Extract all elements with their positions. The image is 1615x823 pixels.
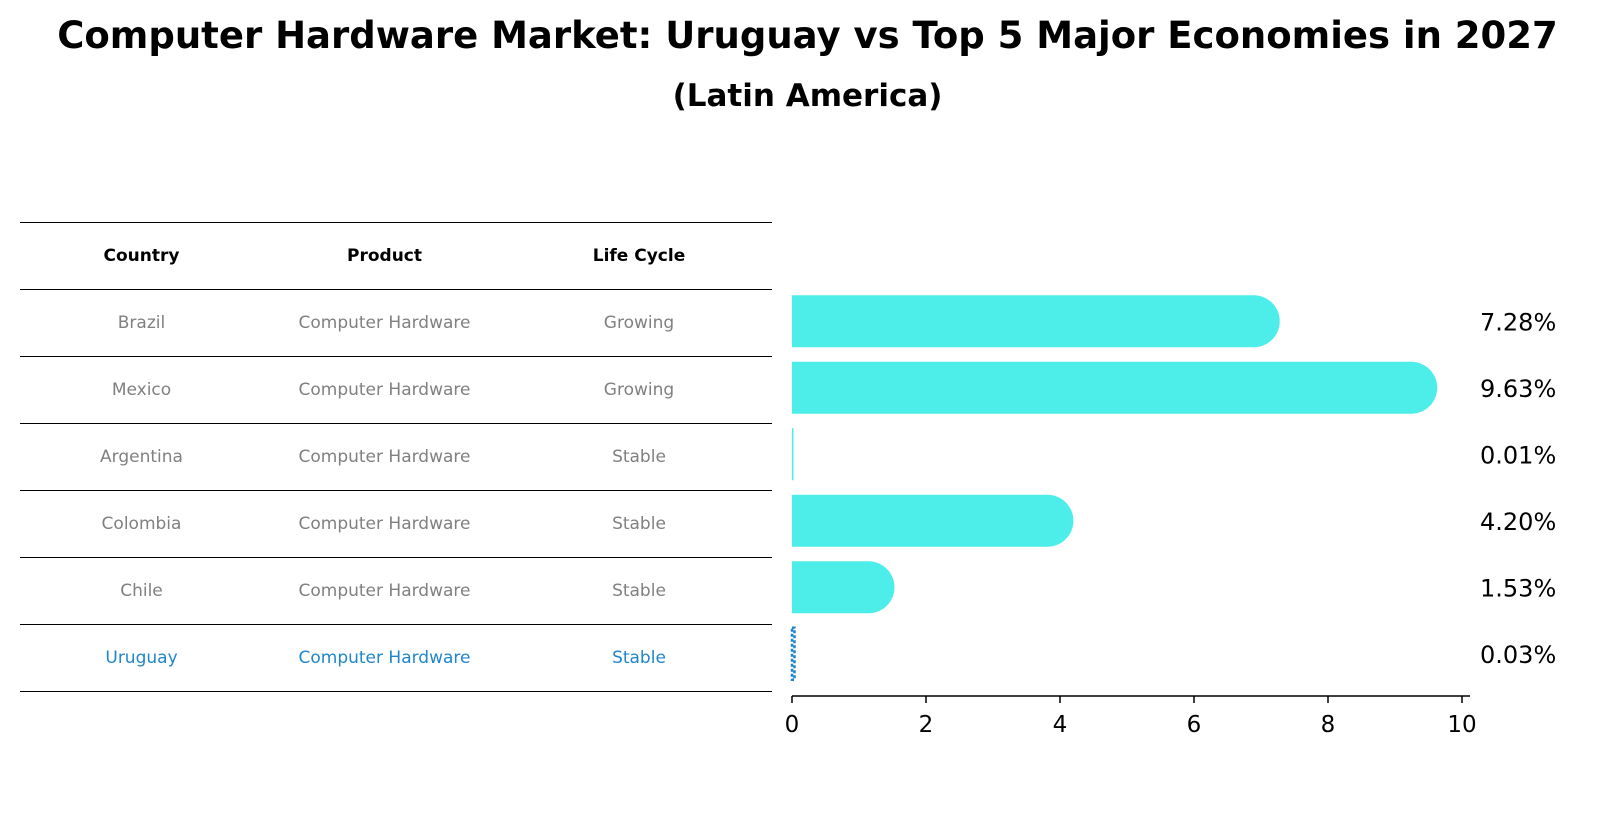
- cell-product: Computer Hardware: [263, 423, 506, 491]
- chart-subtitle: (Latin America): [672, 78, 943, 114]
- cell-product: Computer Hardware: [263, 557, 506, 625]
- bar-colombia: [792, 494, 1074, 547]
- table-row: Brazil Computer Hardware Growing: [20, 289, 772, 357]
- header-product: Product: [263, 222, 506, 290]
- cell-country: Colombia: [20, 490, 263, 558]
- x-tick-label: 6: [1187, 712, 1202, 738]
- bar-brazil: [792, 295, 1280, 348]
- x-tick-label: 8: [1321, 712, 1336, 738]
- cell-country: Argentina: [20, 423, 263, 491]
- cell-country: Chile: [20, 557, 263, 625]
- value-label-argentina: 0.01%: [1480, 441, 1556, 469]
- table-row: Colombia Computer Hardware Stable: [20, 490, 772, 558]
- table-row: Mexico Computer Hardware Growing: [20, 356, 772, 424]
- cell-product: Computer Hardware: [263, 490, 506, 558]
- value-label-mexico: 9.63%: [1480, 375, 1556, 403]
- table-row: Chile Computer Hardware Stable: [20, 557, 772, 625]
- chart-title: Computer Hardware Market: Uruguay vs Top…: [57, 14, 1558, 57]
- value-label-uruguay: 0.03%: [1480, 641, 1556, 669]
- table-header-row: Country Product Life Cycle: [20, 222, 772, 290]
- bar-mexico: [792, 361, 1438, 414]
- cell-product: Computer Hardware: [263, 289, 506, 357]
- cell-product: Computer Hardware: [263, 624, 506, 692]
- x-tick-label: 0: [785, 712, 800, 738]
- cell-country: Mexico: [20, 356, 263, 424]
- value-label-colombia: 4.20%: [1480, 508, 1556, 536]
- cell-life-cycle: Growing: [506, 356, 772, 424]
- cell-life-cycle: Stable: [506, 490, 772, 558]
- cell-life-cycle: Stable: [506, 624, 772, 692]
- cell-life-cycle: Growing: [506, 289, 772, 357]
- market-table: Country Product Life Cycle Brazil Comput…: [20, 222, 772, 692]
- x-tick-label: 10: [1447, 712, 1476, 738]
- bar-uruguay: [790, 626, 796, 681]
- bar-chile: [792, 561, 895, 614]
- table-row-highlight: Uruguay Computer Hardware Stable: [20, 624, 772, 692]
- cell-life-cycle: Stable: [506, 423, 772, 491]
- cell-country: Brazil: [20, 289, 263, 357]
- x-tick-label: 2: [919, 712, 934, 738]
- value-label-brazil: 7.28%: [1480, 308, 1556, 336]
- cell-country: Uruguay: [20, 624, 263, 692]
- x-tick-label: 4: [1053, 712, 1068, 738]
- cell-product: Computer Hardware: [263, 356, 506, 424]
- cell-life-cycle: Stable: [506, 557, 772, 625]
- header-country: Country: [20, 222, 263, 290]
- bar-argentina: [792, 428, 794, 481]
- header-life-cycle: Life Cycle: [506, 222, 772, 290]
- table-row: Argentina Computer Hardware Stable: [20, 423, 772, 491]
- value-label-chile: 1.53%: [1480, 574, 1556, 602]
